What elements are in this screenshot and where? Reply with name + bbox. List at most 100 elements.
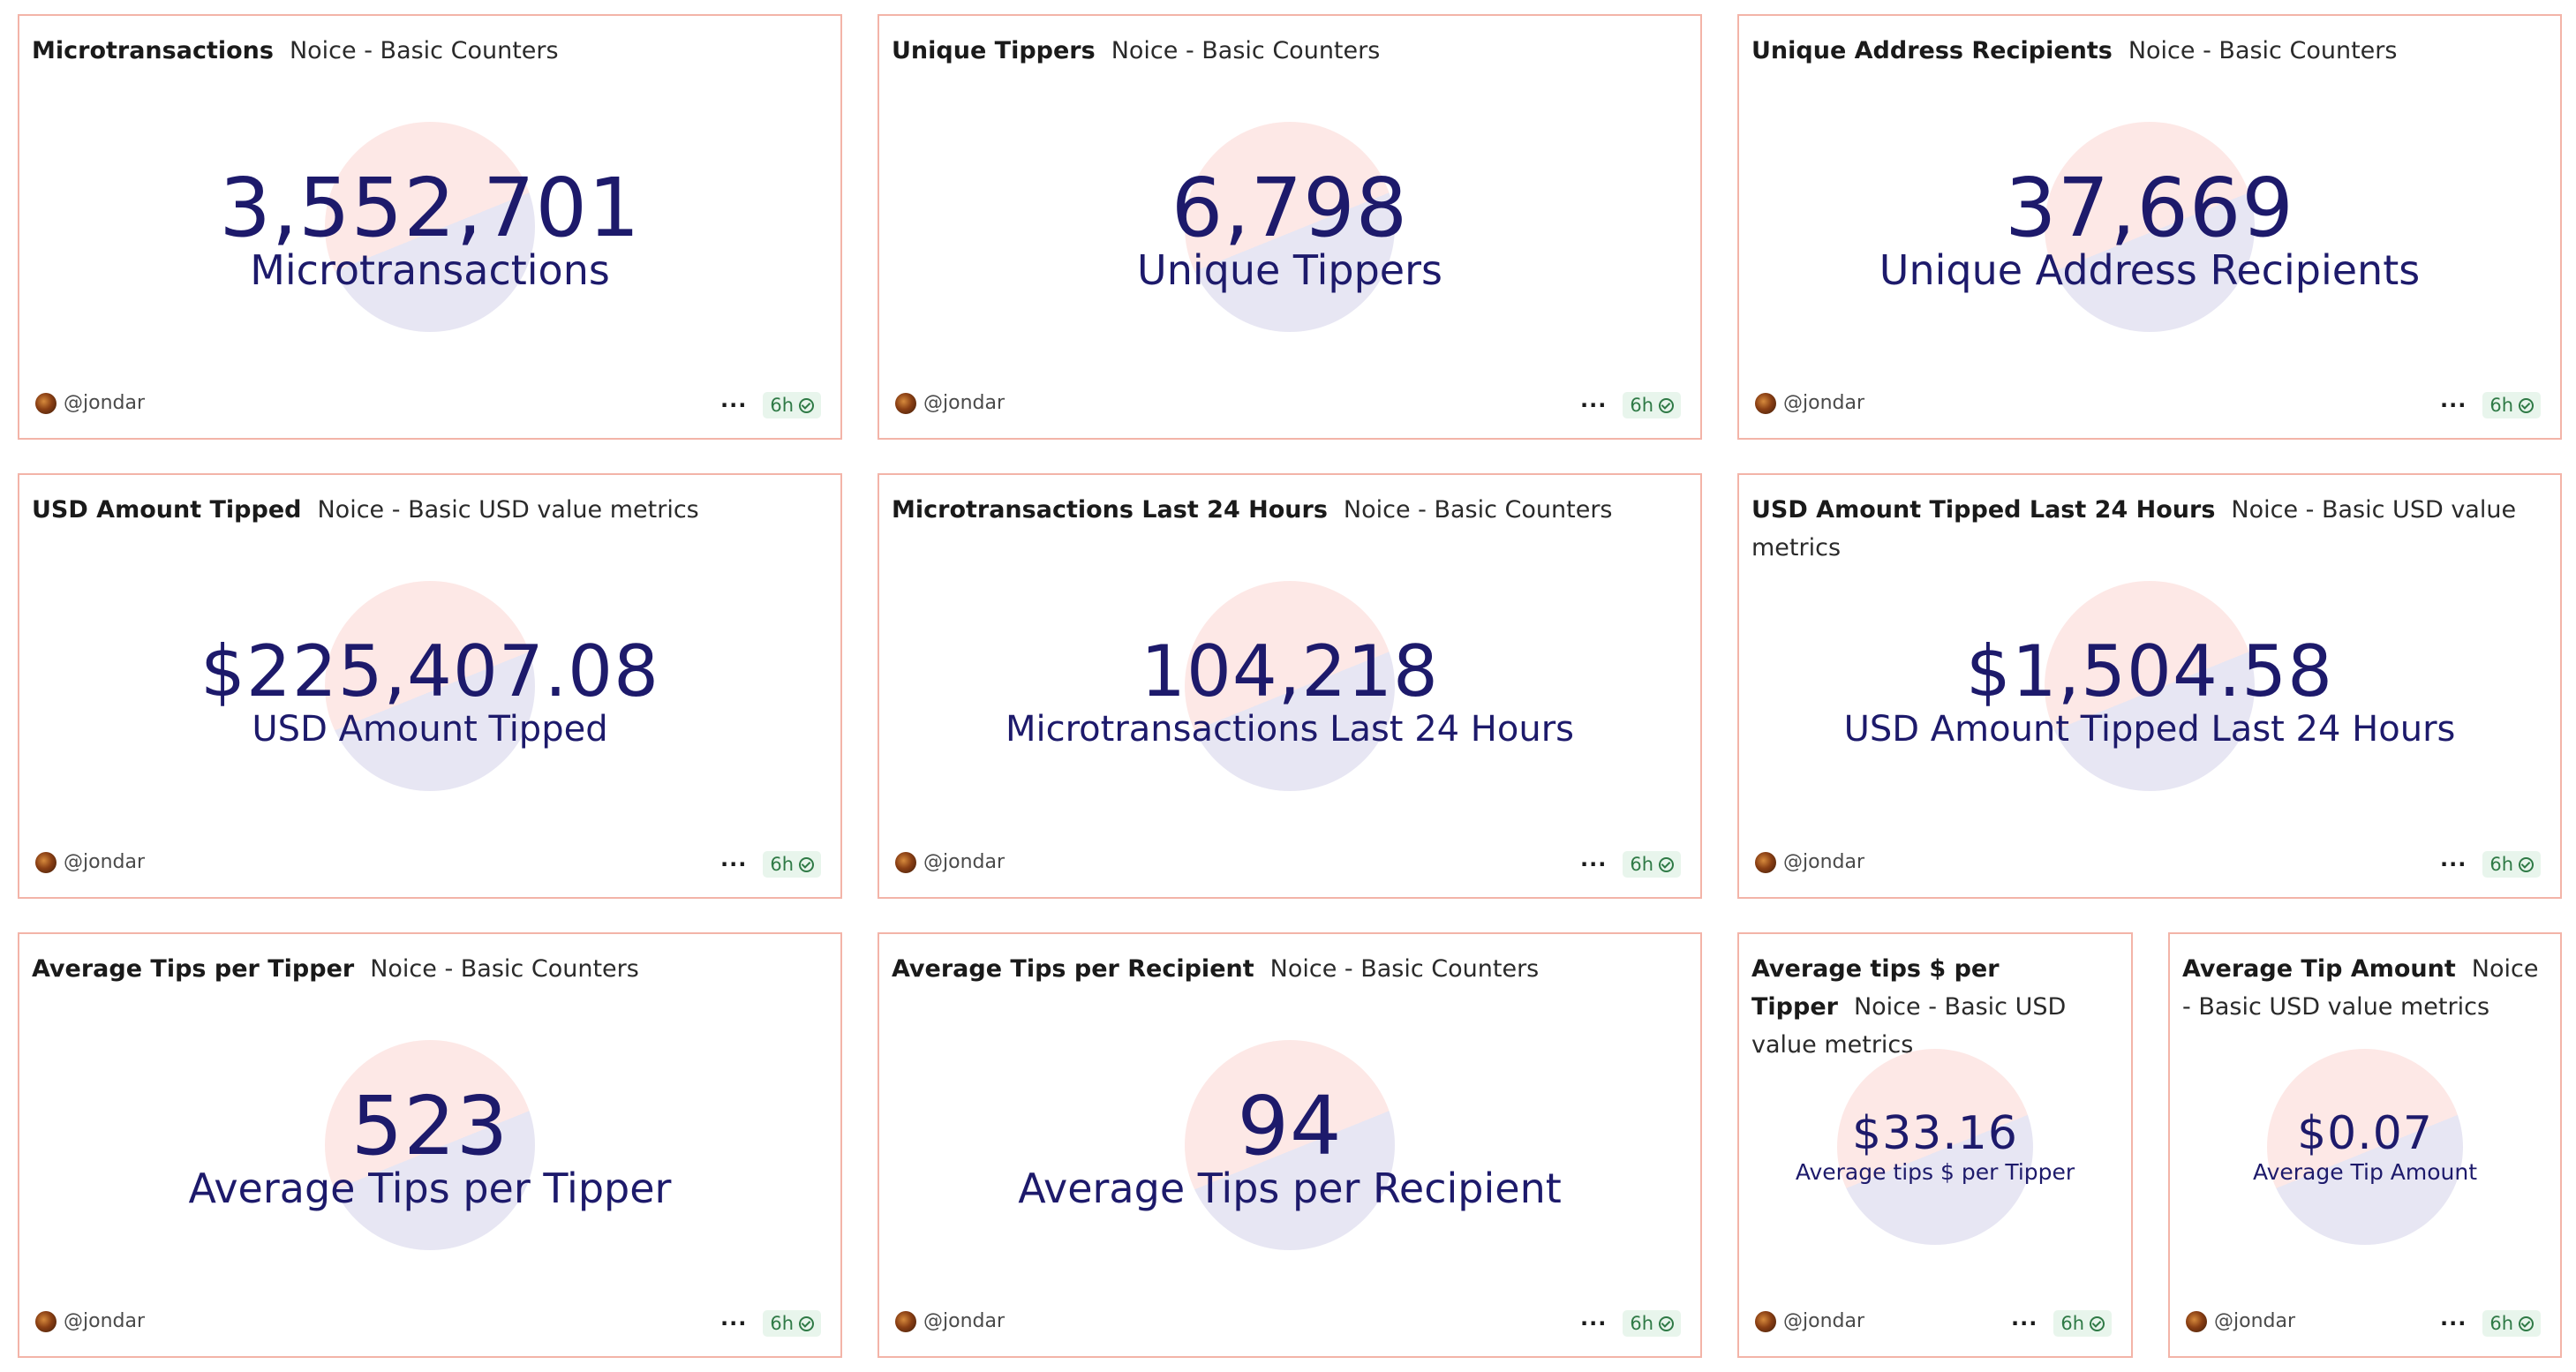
card-subtitle[interactable]: Noice - Basic Counters (289, 37, 559, 64)
card-title[interactable]: Microtransactions Last 24 Hours (892, 496, 1328, 524)
user-avatar-icon (35, 1310, 56, 1332)
card-title[interactable]: Average Tips per Tipper (32, 955, 355, 983)
card-title[interactable]: Average Tips per Recipient (892, 955, 1254, 983)
card-subtitle[interactable]: Noice - Basic Counters (1111, 37, 1381, 64)
refresh-status-badge[interactable]: 6h (763, 1310, 821, 1337)
metric-value: 94 (1237, 1079, 1343, 1173)
card-title[interactable]: USD Amount Tipped Last 24 Hours (1751, 496, 2216, 524)
author[interactable]: @jondar (2186, 1310, 2295, 1332)
refresh-status-badge[interactable]: 6h (1623, 1310, 1681, 1337)
card-subtitle[interactable]: Noice - Basic USD value metrics (1751, 496, 2517, 562)
counter-card[interactable]: Average Tips per Recipient Noice - Basic … (877, 932, 1702, 1358)
refresh-age: 6h (770, 1313, 794, 1334)
check-circle-icon (2519, 856, 2534, 872)
decorative-disc (325, 122, 535, 332)
card-title[interactable]: Unique Tippers (892, 37, 1096, 64)
counter-card[interactable]: Unique Address Recipients Noice - Basic C… (1737, 14, 2562, 440)
counter-card[interactable]: Average tips $ per Tipper Noice - Basic U… (1737, 932, 2133, 1358)
metric-label: Average tips $ per Tipper (1795, 1159, 2075, 1185)
user-avatar-icon (895, 1310, 916, 1332)
author[interactable]: @jondar (895, 392, 1005, 414)
card-title[interactable]: USD Amount Tipped (32, 496, 302, 524)
more-options-icon[interactable]: ··· (719, 1311, 748, 1336)
user-avatar-icon (1755, 392, 1776, 414)
card-title[interactable]: Average tips $ per Tipper (1751, 955, 2000, 1021)
author-handle[interactable]: @jondar (923, 392, 1006, 414)
author-handle[interactable]: @jondar (64, 1310, 146, 1332)
metric-value: $1,504.58 (1965, 630, 2334, 712)
more-options-icon[interactable]: ··· (2439, 1311, 2467, 1336)
more-options-icon[interactable]: ··· (2010, 1311, 2038, 1336)
user-avatar-icon (1755, 851, 1776, 873)
card-subtitle[interactable]: Noice - Basic USD value metrics (2182, 955, 2539, 1021)
card-footer: @jondar ··· 6h (1755, 1310, 2112, 1340)
card-title[interactable]: Unique Address Recipients (1751, 37, 2113, 64)
more-options-icon[interactable]: ··· (1579, 1311, 1608, 1336)
refresh-status-badge[interactable]: 6h (2053, 1310, 2112, 1337)
refresh-status-badge[interactable]: 6h (763, 392, 821, 418)
card-footer: @jondar ··· 6h (35, 1310, 821, 1340)
metric-value: 6,798 (1171, 161, 1409, 255)
counter-card[interactable]: Average Tip Amount Noice - Basic USD valu… (2168, 932, 2562, 1358)
author-handle[interactable]: @jondar (1783, 1310, 1865, 1332)
author[interactable]: @jondar (35, 392, 145, 414)
metric-value: 3,552,701 (219, 161, 641, 255)
author[interactable]: @jondar (35, 1310, 145, 1332)
decorative-disc (1837, 1049, 2033, 1245)
refresh-status-badge[interactable]: 6h (763, 851, 821, 878)
metric-label: USD Amount Tipped (252, 709, 608, 750)
counter-card[interactable]: Microtransactions Last 24 Hours Noice - B… (877, 473, 1702, 899)
counter-card[interactable]: USD Amount Tipped Last 24 Hours Noice - B… (1737, 473, 2562, 899)
metric-value: $225,407.08 (200, 630, 659, 712)
author-handle[interactable]: @jondar (923, 851, 1006, 873)
refresh-status-badge[interactable]: 6h (1623, 851, 1681, 878)
card-header: Average Tips per Tipper Noice - Basic Cou… (32, 950, 828, 988)
card-footer: @jondar ··· 6h (35, 851, 821, 881)
counter-card[interactable]: USD Amount Tipped Noice - Basic USD value… (18, 473, 842, 899)
author-handle[interactable]: @jondar (2214, 1310, 2296, 1332)
author[interactable]: @jondar (1755, 1310, 1864, 1332)
card-header: Unique Tippers Noice - Basic Counters (892, 32, 1688, 70)
author-handle[interactable]: @jondar (1783, 392, 1865, 414)
card-subtitle[interactable]: Noice - Basic USD value metrics (317, 496, 699, 524)
author[interactable]: @jondar (35, 851, 145, 873)
counter-card[interactable]: Microtransactions Noice - Basic Counters … (18, 14, 842, 440)
more-options-icon[interactable]: ··· (2439, 852, 2467, 877)
card-footer: @jondar ··· 6h (35, 392, 821, 422)
card-subtitle[interactable]: Noice - Basic Counters (370, 955, 639, 983)
card-subtitle[interactable]: Noice - Basic Counters (2128, 37, 2398, 64)
card-footer: @jondar ··· 6h (1755, 392, 2541, 422)
card-title[interactable]: Average Tip Amount (2182, 955, 2456, 983)
more-options-icon[interactable]: ··· (1579, 852, 1608, 877)
check-circle-icon (799, 1315, 814, 1331)
card-subtitle[interactable]: Noice - Basic Counters (1343, 496, 1613, 524)
card-subtitle[interactable]: Noice - Basic USD value metrics (1751, 993, 2067, 1059)
metric-label: Unique Address Recipients (1879, 246, 2421, 294)
author-handle[interactable]: @jondar (1783, 851, 1865, 873)
refresh-status-badge[interactable]: 6h (1623, 392, 1681, 418)
refresh-age: 6h (1630, 395, 1653, 416)
author-handle[interactable]: @jondar (64, 851, 146, 873)
author[interactable]: @jondar (895, 851, 1005, 873)
refresh-age: 6h (2489, 395, 2513, 416)
author-handle[interactable]: @jondar (923, 1310, 1006, 1332)
card-footer: @jondar ··· 6h (895, 851, 1681, 881)
author-handle[interactable]: @jondar (64, 392, 146, 414)
more-options-icon[interactable]: ··· (719, 393, 748, 418)
refresh-status-badge[interactable]: 6h (2482, 851, 2541, 878)
card-title[interactable]: Microtransactions (32, 37, 274, 64)
card-subtitle[interactable]: Noice - Basic Counters (1269, 955, 1540, 983)
refresh-status-badge[interactable]: 6h (2482, 392, 2541, 418)
counter-card[interactable]: Unique Tippers Noice - Basic Counters 6,7… (877, 14, 1702, 440)
more-options-icon[interactable]: ··· (2439, 393, 2467, 418)
refresh-status-badge[interactable]: 6h (2482, 1310, 2541, 1337)
metric-label: Unique Tippers (1137, 246, 1442, 294)
author[interactable]: @jondar (1755, 851, 1864, 873)
more-options-icon[interactable]: ··· (719, 852, 748, 877)
counter-card[interactable]: Average Tips per Tipper Noice - Basic Cou… (18, 932, 842, 1358)
more-options-icon[interactable]: ··· (1579, 393, 1608, 418)
user-avatar-icon (2186, 1310, 2207, 1332)
refresh-age: 6h (1630, 854, 1653, 875)
author[interactable]: @jondar (1755, 392, 1864, 414)
author[interactable]: @jondar (895, 1310, 1005, 1332)
